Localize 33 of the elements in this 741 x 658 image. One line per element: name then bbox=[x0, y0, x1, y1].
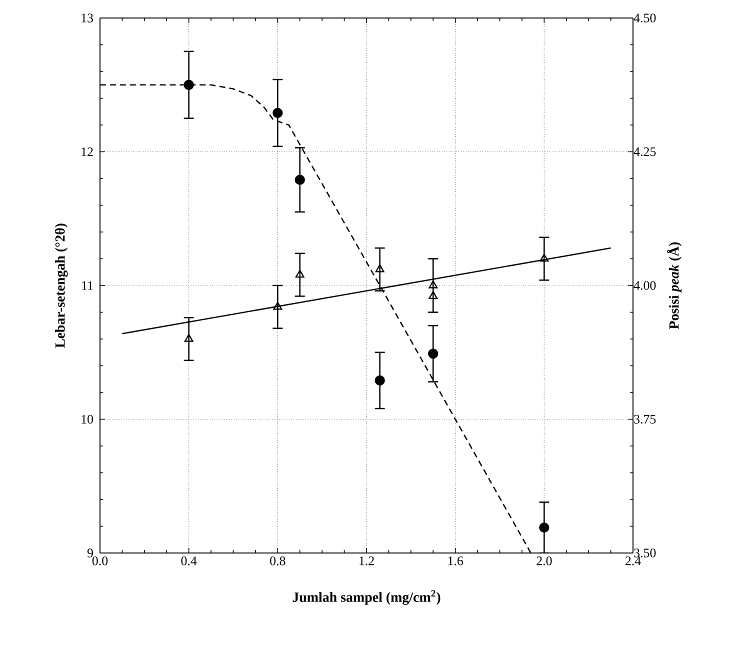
point bbox=[273, 302, 282, 310]
point bbox=[295, 270, 304, 278]
y-tick-label: 13 bbox=[82, 14, 93, 22]
y2-tick-label: 3.75 bbox=[634, 414, 656, 424]
x-tick-label: 0.4 bbox=[181, 556, 197, 566]
point bbox=[375, 264, 384, 272]
y-tick-label: 10 bbox=[82, 414, 93, 424]
y-tick-label: 11 bbox=[82, 281, 93, 290]
x-tick-label: 2.0 bbox=[536, 556, 552, 566]
x-tick-label: 0.8 bbox=[270, 556, 286, 566]
y2-tick-label: 4.00 bbox=[634, 281, 656, 290]
point bbox=[428, 291, 438, 300]
point bbox=[539, 522, 550, 533]
x-tick-label: 1.6 bbox=[448, 556, 464, 566]
x-tick-label: 2.4 bbox=[625, 556, 641, 566]
y2-tick-label: 3.50 bbox=[634, 548, 656, 558]
y-axis-title: Lebar-setengah (°2θ) bbox=[54, 224, 68, 348]
y-tick-label: 12 bbox=[82, 147, 93, 156]
point bbox=[540, 254, 549, 262]
point bbox=[374, 375, 385, 386]
x-tick-label: 0.0 bbox=[92, 556, 108, 566]
x-axis-title: Jumlah sampel (mg/cm$^{2}$) bbox=[292, 590, 440, 605]
y2-axis-title: Posisi peak (Å) bbox=[667, 242, 682, 330]
x-tick-label: 1.2 bbox=[360, 556, 374, 566]
point bbox=[294, 174, 305, 185]
point bbox=[428, 280, 438, 288]
y-tick-label: 9 bbox=[87, 548, 93, 558]
point bbox=[184, 334, 194, 342]
point bbox=[184, 80, 194, 90]
point bbox=[428, 348, 438, 359]
y2-tick-label: 4.50 bbox=[634, 14, 656, 22]
point bbox=[272, 108, 283, 118]
y2-tick-label: 4.25 bbox=[634, 147, 656, 156]
